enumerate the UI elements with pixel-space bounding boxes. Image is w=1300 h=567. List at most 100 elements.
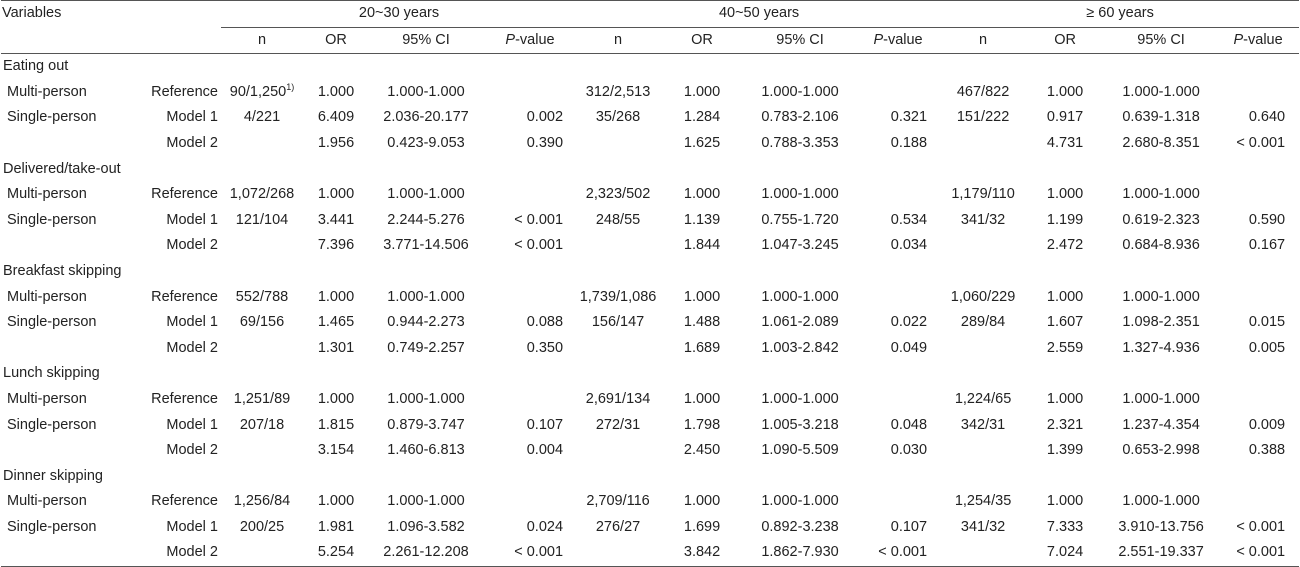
p-value-cell: [855, 182, 941, 208]
model-label: Model 2: [166, 442, 218, 459]
p-value-cell: < 0.001: [855, 540, 942, 567]
subhead-p-value: P-value: [855, 27, 942, 55]
or-cell: 1.689: [683, 339, 721, 356]
ci-cell: 0.619-2.323: [1122, 211, 1200, 228]
p-value-cell: 0.048: [890, 416, 928, 433]
or-cell: 1.000: [1046, 493, 1084, 510]
p-value-cell: [483, 387, 577, 413]
or-cell: 1.399: [1046, 442, 1084, 459]
p-value-cell: < 0.001: [1236, 518, 1286, 535]
variables-header: Variables: [1, 0, 221, 28]
household-group-label: [1, 540, 137, 567]
ci-cell: 1.237-4.354: [1122, 416, 1200, 433]
or-cell: 1.000: [683, 186, 721, 203]
table-row: Model 2 1.956 0.423-9.053 0.390 1.625 0.788-3…: [1, 131, 1299, 157]
p-value-cell: [483, 80, 577, 106]
or-cell: 0.917: [1046, 109, 1084, 126]
model-label: Model 2: [137, 540, 221, 567]
model-label: Model 1: [166, 518, 218, 535]
ci-cell: 1.096-3.582: [387, 518, 465, 535]
ci-cell: 0.684-8.936: [1122, 237, 1200, 254]
p-value-cell: 0.088: [526, 314, 564, 331]
table-row: Single-person Model 1 200/25 1.981 1.096-3.5…: [1, 515, 1299, 541]
ci-cell: 1.047-3.245: [761, 237, 839, 254]
p-value-cell: 0.388: [1248, 442, 1286, 459]
or-cell: 1.000: [1046, 288, 1084, 305]
subhead-or: OR: [1025, 27, 1106, 55]
subhead-p-value: P-value: [483, 27, 578, 55]
model-label: Reference: [151, 186, 218, 203]
ci-cell: 0.892-3.238: [761, 518, 839, 535]
p-value-cell: [483, 285, 577, 311]
or-cell: 1.000: [317, 390, 355, 407]
n-cell: [221, 438, 303, 464]
or-cell: 1.000: [683, 83, 721, 100]
ci-cell: 0.755-1.720: [761, 211, 839, 228]
table-body: Eating out Multi-person Reference 90/1,2501…: [1, 54, 1300, 567]
p-value-cell: 0.107: [526, 416, 564, 433]
table-row: Model 2 7.396 3.771-14.506 < 0.001 1.844 1.04…: [1, 233, 1299, 259]
p-value-cell: 0.390: [526, 134, 564, 151]
table-row: Multi-person Reference 552/788 1.000 1.000-1…: [1, 285, 1299, 311]
subhead-spacer: [1, 27, 221, 55]
or-cell: 1.488: [683, 314, 721, 331]
subhead-n: n: [941, 27, 1026, 55]
ci-cell: 1.862-7.930: [745, 540, 856, 567]
or-cell: 1.981: [317, 518, 355, 535]
table-row: Multi-person Reference 90/1,2501) 1.000 1.00…: [1, 80, 1299, 106]
p-value-cell: < 0.001: [514, 237, 564, 254]
p-value-cell: < 0.001: [1217, 540, 1300, 567]
table-row: Single-person Model 1 4/221 6.409 2.036-20.1…: [1, 105, 1299, 131]
n-cell: 1,060/229: [950, 288, 1016, 305]
ci-cell: 1.000-1.000: [1122, 186, 1200, 203]
n-cell: 1,254/35: [954, 493, 1012, 510]
section-title-row: Delivered/take-out: [1, 157, 1299, 183]
ci-cell: 0.788-3.353: [761, 134, 839, 151]
ci-cell: 1.000-1.000: [761, 186, 839, 203]
subhead-ci: 95% CI: [1105, 27, 1218, 55]
p-value-cell: 0.005: [1248, 339, 1286, 356]
subhead-n: n: [577, 27, 660, 55]
ci-cell: 1.003-2.842: [761, 339, 839, 356]
or-cell: 2.450: [683, 442, 721, 459]
n-cell: 276/27: [595, 518, 641, 535]
n-cell: 207/18: [239, 416, 285, 433]
or-cell: 1.139: [683, 211, 721, 228]
ci-cell: 1.000-1.000: [761, 83, 839, 100]
n-cell: 200/25: [239, 518, 285, 535]
ci-cell: 1.000-1.000: [1122, 493, 1200, 510]
household-group-label: Single-person: [7, 314, 97, 331]
or-cell: 5.254: [303, 540, 369, 567]
p-value-cell: 0.015: [1248, 314, 1286, 331]
p-value-cell: [855, 387, 941, 413]
p-value-cell: [1217, 489, 1299, 515]
ci-cell: 1.000-1.000: [387, 186, 465, 203]
ci-cell: 1.460-6.813: [387, 442, 465, 459]
household-group-label: Multi-person: [7, 390, 87, 407]
ci-cell: 1.000-1.000: [387, 288, 465, 305]
or-cell: 1.844: [683, 237, 721, 254]
group-header-60-plus: ≥ 60 years: [941, 0, 1300, 28]
ci-cell: 0.639-1.318: [1122, 109, 1200, 126]
or-cell: 2.472: [1046, 237, 1084, 254]
subhead-p-value: P-value: [1217, 27, 1300, 55]
table-row: Multi-person Reference 1,251/89 1.000 1.000-…: [1, 387, 1299, 413]
or-cell: 1.699: [683, 518, 721, 535]
ci-cell: 1.098-2.351: [1122, 314, 1200, 331]
p-value-cell: [483, 182, 577, 208]
ci-cell: 3.910-13.756: [1118, 518, 1204, 535]
n-cell: 467/822: [956, 83, 1010, 100]
p-value-cell: 0.167: [1248, 237, 1286, 254]
household-group-label: Single-person: [7, 416, 97, 433]
or-cell: 1.199: [1046, 211, 1084, 228]
household-group-label: Single-person: [7, 211, 97, 228]
or-cell: 1.000: [683, 390, 721, 407]
n-cell: [577, 131, 659, 157]
or-cell: 3.154: [317, 442, 355, 459]
table-row: Model 2 3.154 1.460-6.813 0.004 2.450 1.090-5…: [1, 438, 1299, 464]
ci-cell: 0.944-2.273: [387, 314, 465, 331]
model-label: Reference: [151, 83, 218, 100]
n-cell: 312/2,513: [585, 83, 651, 100]
n-cell: 2,323/502: [585, 186, 651, 203]
household-group-label: [1, 438, 137, 464]
